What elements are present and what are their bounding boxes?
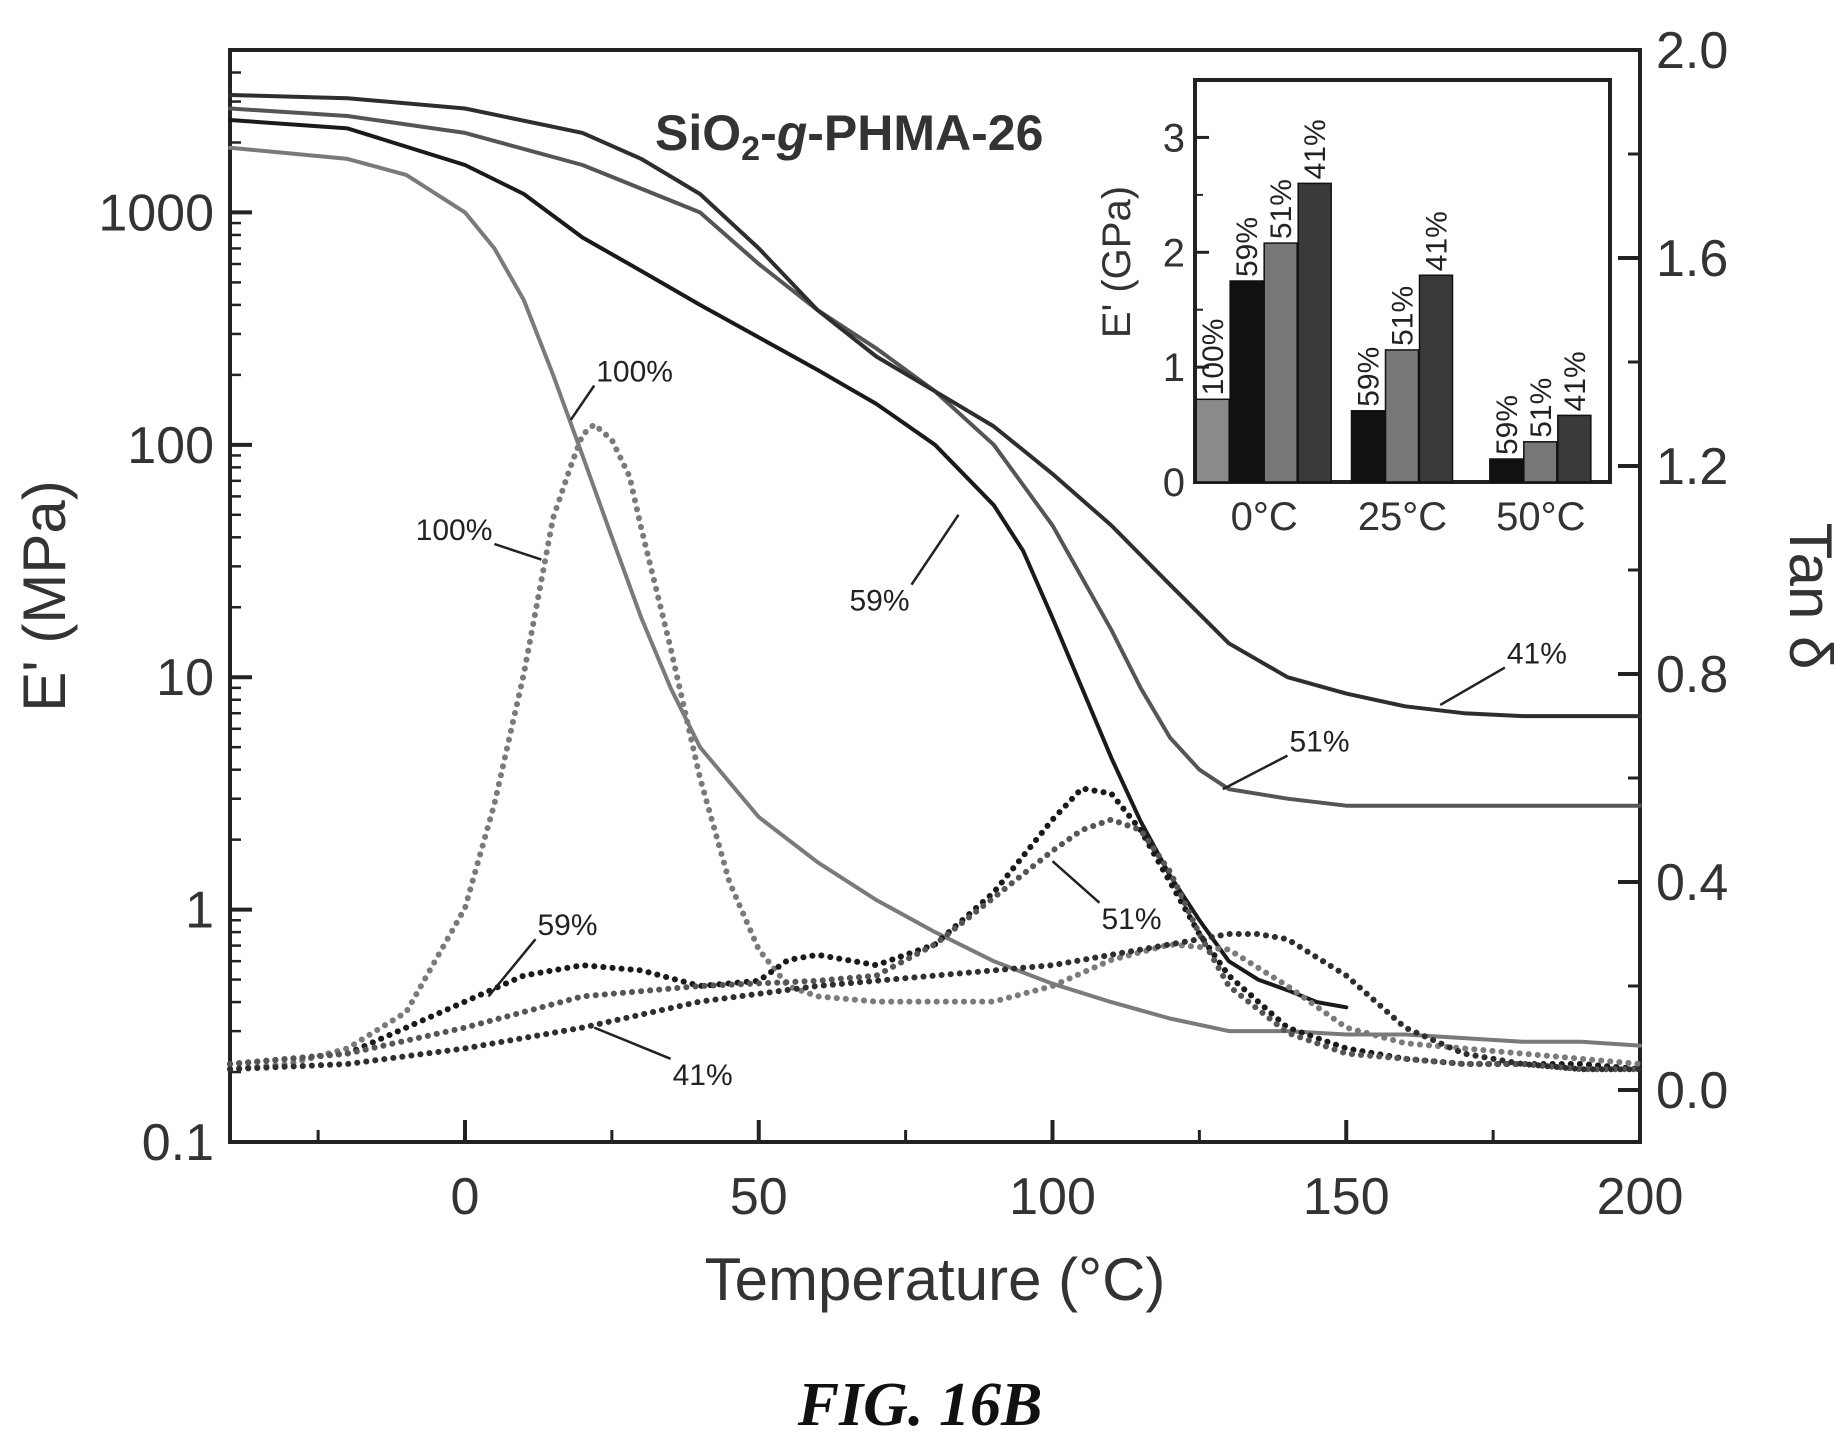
figure-caption: FIG. 16B: [797, 1371, 1043, 1439]
curve-label: 51%: [1290, 726, 1350, 759]
modulus-curve-59pct: [228, 118, 1349, 1010]
inset-bar-41pct: [1297, 182, 1332, 483]
x-tick-label: 0: [451, 1168, 480, 1226]
inset-y-tick-label: 3: [1163, 116, 1185, 160]
annotation-leader-line: [569, 384, 596, 421]
y2-tick-label: 1.2: [1656, 438, 1728, 496]
curve-annotations: 100%100%59%41%51%51%59%41%: [416, 356, 1567, 1092]
y2-tick-label: 0.8: [1656, 646, 1728, 704]
annotation-leader-line: [1439, 666, 1506, 706]
y-tick-label: 10: [156, 649, 214, 707]
annotation-leader-line: [487, 938, 537, 998]
curve-label: 51%: [1102, 903, 1162, 936]
x-tick-label: 200: [1597, 1168, 1684, 1226]
inset-axis-ticks: 0 1 2 3: [1163, 116, 1209, 505]
y-axis-title: E' (MPa): [11, 480, 78, 711]
inset-bar-label: 51%: [1387, 286, 1420, 346]
tan-delta-curve-41pct: [227, 931, 1643, 1073]
inset-category-label: 25°C: [1358, 495, 1447, 539]
inset-y-tick-label: 2: [1163, 231, 1185, 275]
y2-tick-label: 2.0: [1656, 22, 1728, 80]
inset-bar-label: 59%: [1231, 217, 1264, 277]
annotation-leader-line: [493, 542, 542, 561]
curve-label: 41%: [673, 1059, 733, 1092]
inset-bar-59pct: [1489, 458, 1524, 483]
annotation-leader-line: [1222, 754, 1289, 791]
inset-y-axis-title: E' (GPa): [1095, 186, 1139, 338]
inset-category-label: 50°C: [1496, 495, 1585, 539]
curve-label: 100%: [416, 514, 493, 547]
inset-bar-41pct: [1557, 414, 1592, 483]
inset-bar-label: 51%: [1265, 179, 1298, 239]
tan-delta-curve-100pct: [227, 421, 1643, 1073]
inset-y-tick-label: 0: [1163, 461, 1185, 505]
inset-bar-label: 51%: [1525, 378, 1558, 438]
y-tick-label: 100: [127, 417, 214, 475]
curve-label: 59%: [538, 909, 598, 942]
inset-bar-51pct: [1263, 242, 1298, 483]
inset-bar-59pct: [1229, 280, 1264, 483]
main-plot-frame: [228, 48, 1642, 1144]
y-tick-label: 1: [185, 882, 214, 940]
inset-bar-label: 41%: [1559, 351, 1592, 411]
curve-label: 59%: [849, 585, 909, 618]
inset-bars-group: 100%59%51%41%0°C59%51%41%25°C59% 51% 41%50…: [1195, 119, 1592, 539]
inset-bar-51pct: [1523, 441, 1558, 483]
y-tick-label: 1000: [98, 184, 214, 242]
inset-bar-label: 41%: [1299, 119, 1332, 179]
y2-tick-label: 0.0: [1656, 1062, 1728, 1120]
inset-bar-59pct: [1350, 410, 1386, 483]
tan-delta-curve-51pct: [227, 816, 1643, 1073]
inset-bar-label: 59%: [1353, 347, 1386, 407]
x-axis-title: Temperature (°C): [705, 1246, 1166, 1313]
y2-tick-label: 0.4: [1656, 854, 1728, 912]
inset-bar-label: 100%: [1197, 319, 1230, 396]
y2-axis-title: Tan δ: [1777, 523, 1840, 670]
annotation-leader-line: [910, 514, 960, 586]
curve-label: 41%: [1507, 638, 1567, 671]
tan-delta-curve-59pct: [227, 785, 1643, 1073]
modulus-curve-41pct: [228, 93, 1642, 719]
main-axis-ticks: 0 50 100 150 2000.111010010000.00.40.81.21.6…: [98, 22, 1728, 1226]
inset-bar-label: 41%: [1421, 211, 1454, 271]
inset-y-tick-label: 1: [1163, 346, 1185, 390]
annotation-leader-line: [1051, 860, 1101, 904]
inset-bar-51pct: [1384, 349, 1420, 483]
inset-bar-label: 59%: [1491, 395, 1524, 455]
x-tick-label: 100: [1009, 1168, 1096, 1226]
inset-bar-41pct: [1418, 274, 1454, 483]
y2-tick-label: 1.6: [1656, 230, 1728, 288]
x-tick-label: 150: [1303, 1168, 1390, 1226]
y-tick-label: 0.1: [142, 1114, 214, 1172]
inset-category-label: 0°C: [1231, 495, 1298, 539]
plot-title: SiO2-g-PHMA-26: [655, 105, 1043, 168]
inset-bar-100pct: [1195, 398, 1230, 483]
curve-label: 100%: [596, 356, 673, 389]
main-series-group: [227, 93, 1643, 1073]
annotation-leader-line: [593, 1026, 672, 1060]
x-tick-label: 50: [730, 1168, 788, 1226]
modulus-curve-51pct: [228, 106, 1642, 808]
